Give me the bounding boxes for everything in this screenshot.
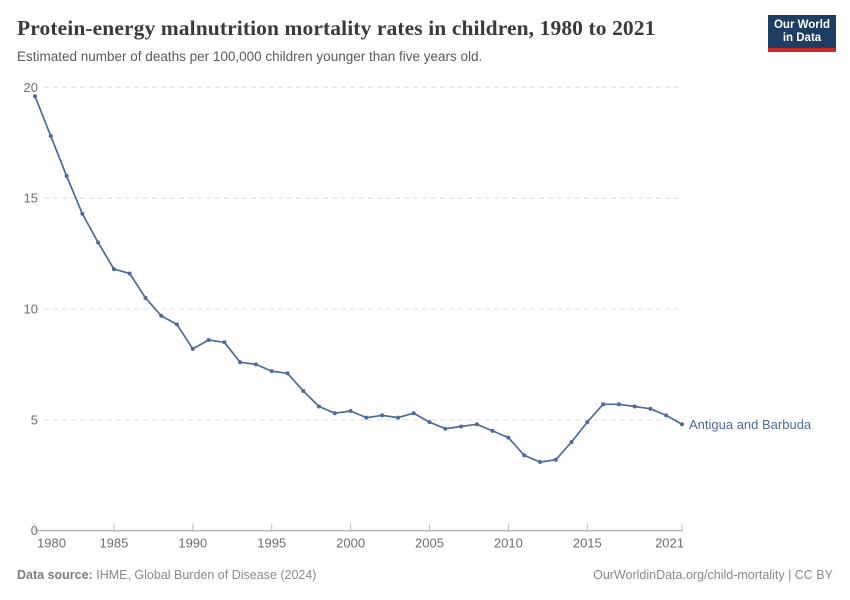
- data-point: [632, 404, 637, 409]
- data-point: [569, 440, 574, 444]
- data-point: [490, 428, 495, 433]
- y-tick-label: 20: [24, 80, 38, 95]
- data-point: [348, 409, 353, 413]
- x-tick-label: 2021: [655, 536, 684, 551]
- data-point: [127, 271, 132, 276]
- data-point: [238, 360, 243, 365]
- data-point: [48, 134, 53, 139]
- x-tick-label: 1990: [178, 536, 207, 551]
- chart-footer: Data source: IHME, Global Burden of Dise…: [17, 568, 833, 582]
- data-point: [380, 413, 385, 418]
- data-point: [64, 174, 69, 178]
- data-point: [80, 211, 85, 216]
- series-end-label: Antigua and Barbuda: [689, 417, 812, 432]
- x-tick-label: 2005: [415, 536, 444, 551]
- y-tick-label: 0: [31, 523, 38, 538]
- data-point: [474, 422, 479, 427]
- data-point: [664, 413, 669, 418]
- data-point: [364, 415, 369, 420]
- data-point: [443, 426, 448, 431]
- x-tick-label: 1980: [37, 536, 66, 551]
- data-source-label: Data source:: [17, 568, 93, 582]
- data-point: [427, 420, 432, 425]
- data-point: [175, 322, 179, 327]
- data-point: [616, 402, 621, 407]
- chart-title: Protein-energy malnutrition mortality ra…: [17, 16, 656, 40]
- data-points: [33, 94, 684, 464]
- data-point: [459, 424, 464, 429]
- owid-logo-line2: in Data: [782, 31, 822, 44]
- x-tick-label: 1995: [257, 536, 286, 551]
- credit-link[interactable]: OurWorldinData.org/child-mortality | CC …: [593, 568, 833, 582]
- y-gridlines: 0 5 10 15 20: [24, 80, 684, 538]
- chart-subtitle: Estimated number of deaths per 100,000 c…: [17, 49, 483, 64]
- data-point: [190, 346, 195, 351]
- owid-logo-line1: Our World: [773, 18, 830, 31]
- data-point: [285, 371, 290, 376]
- data-point: [96, 240, 101, 245]
- x-tick-label: 2015: [573, 536, 602, 551]
- data-point: [159, 313, 164, 318]
- x-tick-label: 2000: [336, 536, 365, 551]
- data-point: [332, 411, 337, 416]
- data-point: [522, 453, 527, 458]
- y-tick-label: 5: [31, 412, 38, 427]
- y-tick-label: 15: [24, 191, 38, 206]
- data-source-text: IHME, Global Burden of Disease (2024): [96, 568, 317, 582]
- data-point: [301, 389, 306, 393]
- data-point: [253, 362, 258, 367]
- data-point: [680, 422, 684, 427]
- data-point: [317, 404, 321, 409]
- data-source-note: Data source: IHME, Global Burden of Dise…: [17, 568, 316, 582]
- x-axis: 1980 1985 1990 1995 2000 2005 2010 2015 2021: [34, 523, 684, 551]
- owid-logo[interactable]: Our World in Data: [768, 15, 836, 52]
- data-point: [269, 369, 274, 374]
- x-tick-label: 2010: [494, 536, 523, 551]
- data-point: [396, 415, 400, 420]
- data-point: [33, 94, 37, 99]
- data-point: [506, 435, 511, 440]
- data-point: [553, 457, 558, 462]
- data-point: [143, 295, 148, 300]
- y-tick-label: 10: [24, 302, 38, 317]
- data-point: [601, 402, 606, 407]
- data-point: [648, 406, 653, 411]
- data-line: [34, 95, 683, 463]
- data-point: [585, 420, 590, 425]
- data-point: [206, 338, 211, 342]
- data-point: [538, 460, 542, 464]
- data-point: [411, 411, 416, 416]
- x-tick-label: 1985: [99, 536, 128, 551]
- data-point: [222, 340, 227, 345]
- data-point: [111, 267, 116, 272]
